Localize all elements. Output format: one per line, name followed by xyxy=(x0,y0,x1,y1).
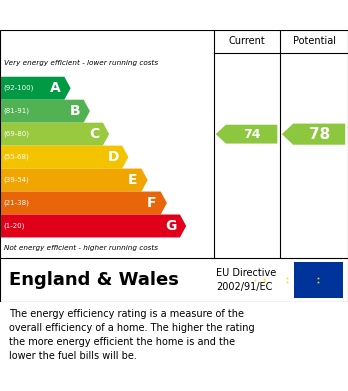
Text: (21-38): (21-38) xyxy=(3,200,29,206)
Text: (1-20): (1-20) xyxy=(3,223,25,229)
Polygon shape xyxy=(1,77,71,100)
Polygon shape xyxy=(1,215,186,237)
Text: Potential: Potential xyxy=(293,36,335,47)
Text: D: D xyxy=(108,150,119,164)
Text: 78: 78 xyxy=(309,127,330,142)
Text: 74: 74 xyxy=(243,127,260,141)
Text: G: G xyxy=(166,219,177,233)
Bar xyxy=(294,262,343,298)
Text: England & Wales: England & Wales xyxy=(9,271,179,289)
Polygon shape xyxy=(216,125,277,143)
Polygon shape xyxy=(1,169,148,192)
Text: A: A xyxy=(50,81,61,95)
Text: (81-91): (81-91) xyxy=(3,108,30,115)
Text: (55-68): (55-68) xyxy=(3,154,29,160)
Polygon shape xyxy=(282,124,345,145)
Text: F: F xyxy=(147,196,157,210)
Text: Current: Current xyxy=(229,36,266,47)
Text: (69-80): (69-80) xyxy=(3,131,30,137)
Polygon shape xyxy=(1,192,167,215)
Text: Not energy efficient - higher running costs: Not energy efficient - higher running co… xyxy=(4,245,158,251)
Text: Very energy efficient - lower running costs: Very energy efficient - lower running co… xyxy=(4,60,158,66)
Text: C: C xyxy=(89,127,99,141)
Polygon shape xyxy=(1,145,128,169)
Text: Energy Efficiency Rating: Energy Efficiency Rating xyxy=(9,7,229,23)
Text: B: B xyxy=(70,104,80,118)
Polygon shape xyxy=(1,123,109,145)
Text: (92-100): (92-100) xyxy=(3,85,34,91)
Text: (39-54): (39-54) xyxy=(3,177,29,183)
Polygon shape xyxy=(1,100,90,123)
Text: The energy efficiency rating is a measure of the
overall efficiency of a home. T: The energy efficiency rating is a measur… xyxy=(9,309,254,361)
Text: E: E xyxy=(128,173,137,187)
Text: EU Directive
2002/91/EC: EU Directive 2002/91/EC xyxy=(216,268,276,292)
